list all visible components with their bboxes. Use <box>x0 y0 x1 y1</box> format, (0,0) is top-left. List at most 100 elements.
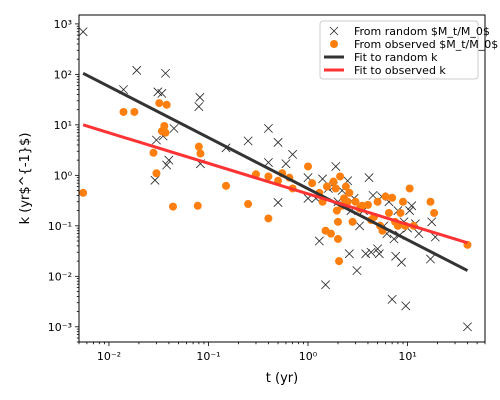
observed-k-point <box>335 257 344 266</box>
legend-observed-marker <box>330 40 338 48</box>
random-k-marker-stroke <box>397 257 407 267</box>
random-k-point <box>157 88 167 98</box>
random-k-point <box>355 221 365 231</box>
observed-k-point <box>194 142 203 151</box>
observed-k-point <box>264 172 273 181</box>
observed-k-point <box>193 201 202 210</box>
random-k-marker-stroke <box>374 249 384 259</box>
axes: 10⁻² 10⁻¹ 10⁰ 10¹ 10⁻³ 10⁻² 10⁻¹ 10⁰ 10¹ 10² 10³ t … <box>18 14 486 386</box>
random-k-point <box>401 301 411 311</box>
random-k-marker-stroke <box>368 190 378 200</box>
random-k-point <box>364 173 374 183</box>
random-k-point <box>405 206 415 216</box>
observed-k-point <box>381 192 390 201</box>
observed-k-point <box>333 234 342 243</box>
random-k-point <box>352 266 362 276</box>
random-k-point <box>373 244 383 254</box>
observed-k-point <box>348 217 357 226</box>
random-k-marker-stroke <box>151 135 161 145</box>
random-k-point <box>366 247 376 257</box>
x-tick-label: 10⁻² <box>97 350 121 363</box>
random-k-marker-stroke <box>150 175 160 185</box>
random-k-marker-stroke <box>273 137 283 147</box>
random-k-marker-stroke <box>243 136 253 146</box>
random-k-marker-stroke <box>426 254 435 264</box>
random-k-marker-stroke <box>414 229 424 239</box>
legend-random-label: From random $M_t/M_0$ <box>354 25 490 38</box>
random-k-marker-stroke <box>366 247 376 257</box>
y-tick-label: 10⁻³ <box>48 321 72 334</box>
random-k-marker-stroke <box>169 123 179 133</box>
random-k-point <box>321 280 331 290</box>
plot-frame <box>78 14 486 343</box>
random-k-point <box>397 257 407 267</box>
random-k-marker-stroke <box>132 65 142 75</box>
observed-k-point <box>384 208 393 217</box>
y-tick-label: 10¹ <box>54 119 72 132</box>
plot-area <box>79 27 472 332</box>
y-tick-label: 10⁻¹ <box>48 220 72 233</box>
observed-k-point <box>351 197 360 206</box>
random-k-point <box>374 249 384 259</box>
random-k-point <box>318 174 328 184</box>
observed-k-point <box>345 188 354 197</box>
random-k-marker-stroke <box>361 249 371 259</box>
legend-fit-random-label: Fit to random k <box>354 51 438 64</box>
random-k-point <box>194 102 204 112</box>
observed-k-point <box>331 184 340 193</box>
random-k-point <box>281 159 291 169</box>
random-k-point <box>344 249 354 259</box>
observed-k-point <box>336 172 345 181</box>
random-k-point <box>132 65 142 75</box>
legend: From random $M_t/M_0$From observed $M_t/… <box>319 20 498 80</box>
random-k-marker-stroke <box>407 201 417 211</box>
random-k-point <box>273 198 283 207</box>
random-k-point <box>387 294 397 304</box>
random-k-point <box>79 27 88 37</box>
random-k-marker-stroke <box>364 173 374 183</box>
random-k-marker-stroke <box>462 322 472 332</box>
observed-k-point <box>426 197 435 206</box>
observed-k-point <box>152 169 161 178</box>
random-k-marker-stroke <box>263 157 273 167</box>
observed-k-point <box>244 200 253 209</box>
random-k-marker-stroke <box>405 206 415 216</box>
random-k-marker-stroke <box>162 160 172 170</box>
random-k-point <box>288 149 298 159</box>
random-k-point <box>414 229 424 239</box>
random-k-point <box>462 322 472 332</box>
random-k-point <box>263 157 273 167</box>
observed-k-point <box>149 148 158 157</box>
random-k-point <box>426 254 435 264</box>
random-k-point <box>273 137 283 147</box>
random-k-marker-stroke <box>303 173 313 183</box>
observed-k-point <box>430 208 439 217</box>
x-tick-label: 10¹ <box>398 350 416 363</box>
random-k-point <box>263 123 273 133</box>
random-k-marker-stroke <box>331 161 341 171</box>
observed-k-point <box>326 229 335 238</box>
observed-k-point <box>222 181 231 190</box>
random-k-point <box>195 92 205 102</box>
y-tick-label: 10⁻² <box>48 270 72 283</box>
y-axis-label: k (yr$^{-1}$) <box>18 133 33 225</box>
observed-k-point <box>405 184 414 193</box>
random-k-marker-stroke <box>195 92 205 102</box>
random-k-marker-stroke <box>321 280 331 290</box>
observed-k-point <box>329 177 338 186</box>
random-k-marker-stroke <box>318 174 328 184</box>
legend-observed-label: From observed $M_t/M_0$ <box>354 38 498 51</box>
random-k-point <box>361 249 371 259</box>
random-k-point <box>164 155 174 165</box>
random-k-marker-stroke <box>263 123 273 133</box>
observed-k-point <box>196 149 205 158</box>
observed-k-point <box>343 197 352 206</box>
x-tick-label: 10⁻¹ <box>196 350 220 363</box>
random-k-marker-stroke <box>373 244 383 254</box>
random-k-marker-stroke <box>281 159 291 169</box>
random-k-marker-stroke <box>273 198 283 207</box>
observed-k-point <box>160 121 169 130</box>
legend-random-marker <box>329 26 339 36</box>
y-tick-label: 10⁰ <box>54 169 73 182</box>
